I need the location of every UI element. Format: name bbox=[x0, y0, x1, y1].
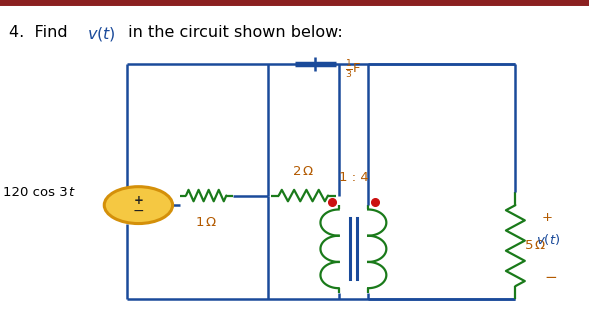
Text: +: + bbox=[542, 211, 553, 224]
Text: −: − bbox=[545, 270, 558, 285]
Text: +: + bbox=[134, 194, 143, 206]
Text: $v(t)$: $v(t)$ bbox=[536, 232, 560, 247]
Text: $5\,\Omega$: $5\,\Omega$ bbox=[524, 239, 547, 252]
Text: −: − bbox=[133, 204, 144, 218]
Text: $t$: $t$ bbox=[68, 186, 75, 199]
Text: $v(t)$: $v(t)$ bbox=[87, 25, 116, 44]
Text: 4.  Find: 4. Find bbox=[9, 25, 72, 40]
Text: 120 cos 3: 120 cos 3 bbox=[3, 186, 68, 199]
Circle shape bbox=[104, 187, 173, 224]
Text: in the circuit shown below:: in the circuit shown below: bbox=[123, 25, 342, 40]
Text: $2\,\Omega$: $2\,\Omega$ bbox=[292, 165, 315, 178]
Text: $\frac{1}{3}$F: $\frac{1}{3}$F bbox=[345, 59, 361, 81]
Text: $1\,\Omega$: $1\,\Omega$ bbox=[195, 216, 217, 229]
Text: 1 : 4: 1 : 4 bbox=[339, 171, 368, 184]
